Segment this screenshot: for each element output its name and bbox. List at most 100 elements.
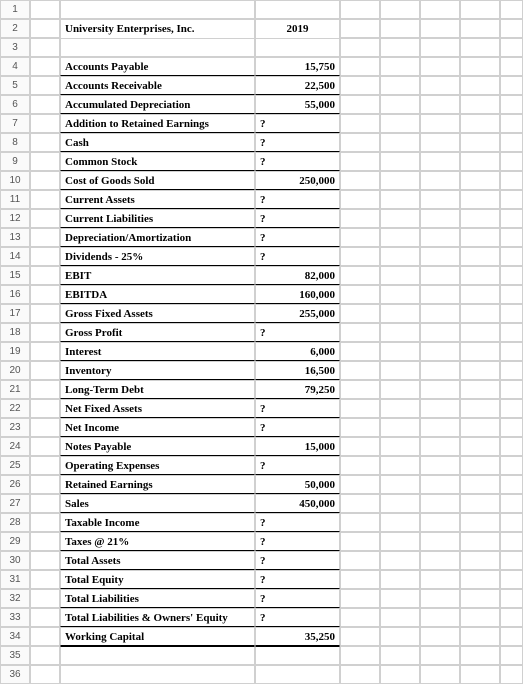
empty-cell — [420, 133, 460, 152]
empty-cell — [500, 0, 523, 19]
empty-cell — [420, 608, 460, 627]
spacer-cell — [30, 38, 60, 57]
line-item-label: Total Liabilities — [60, 589, 255, 608]
empty-cell — [380, 627, 420, 646]
empty-cell — [460, 247, 500, 266]
empty-cell — [380, 399, 420, 418]
spacer-cell — [30, 418, 60, 437]
empty-cell — [460, 380, 500, 399]
empty-cell — [500, 152, 523, 171]
empty-cell — [420, 646, 460, 665]
line-item-value: ? — [255, 323, 340, 342]
row-number: 9 — [0, 152, 30, 171]
empty-cell — [460, 76, 500, 95]
row-number: 3 — [0, 38, 30, 57]
empty-cell — [420, 19, 460, 38]
row-number: 5 — [0, 76, 30, 95]
spacer-cell — [30, 513, 60, 532]
empty-cell — [500, 456, 523, 475]
company-title: University Enterprises, Inc. — [60, 19, 255, 38]
empty-cell — [460, 209, 500, 228]
row-number: 8 — [0, 133, 30, 152]
empty-cell — [340, 247, 380, 266]
empty-cell — [500, 247, 523, 266]
empty-cell — [500, 57, 523, 76]
empty-cell — [340, 475, 380, 494]
empty-cell — [500, 665, 523, 684]
empty-cell — [340, 627, 380, 646]
empty-cell — [380, 95, 420, 114]
row-number: 16 — [0, 285, 30, 304]
empty-cell — [420, 228, 460, 247]
empty-cell — [380, 323, 420, 342]
empty-cell — [460, 38, 500, 57]
row-number: 4 — [0, 57, 30, 76]
line-item-value: ? — [255, 456, 340, 475]
empty-cell — [420, 304, 460, 323]
spacer-cell — [30, 323, 60, 342]
empty-cell — [380, 209, 420, 228]
empty-cell — [420, 475, 460, 494]
empty-cell — [460, 304, 500, 323]
empty-cell — [460, 456, 500, 475]
line-item-label: EBITDA — [60, 285, 255, 304]
spacer-cell — [30, 95, 60, 114]
empty-cell — [380, 114, 420, 133]
empty-cell — [340, 285, 380, 304]
empty-cell — [460, 437, 500, 456]
line-item-label: Notes Payable — [60, 437, 255, 456]
empty-cell — [380, 304, 420, 323]
row-number: 6 — [0, 95, 30, 114]
empty-cell — [380, 76, 420, 95]
empty-cell — [500, 285, 523, 304]
line-item-value: 160,000 — [255, 285, 340, 304]
row-number: 25 — [0, 456, 30, 475]
empty-cell — [420, 551, 460, 570]
line-item-value: 50,000 — [255, 475, 340, 494]
empty-cell — [460, 133, 500, 152]
empty-cell — [60, 665, 255, 684]
empty-cell — [380, 19, 420, 38]
empty-cell — [460, 570, 500, 589]
line-item-label: Inventory — [60, 361, 255, 380]
empty-cell — [255, 0, 340, 19]
empty-cell — [460, 589, 500, 608]
line-item-value: 79,250 — [255, 380, 340, 399]
line-item-label: Gross Fixed Assets — [60, 304, 255, 323]
empty-cell — [500, 589, 523, 608]
empty-cell — [420, 589, 460, 608]
empty-cell — [380, 456, 420, 475]
empty-cell — [380, 494, 420, 513]
empty-cell — [460, 152, 500, 171]
line-item-label: Total Liabilities & Owners' Equity — [60, 608, 255, 627]
spacer-cell — [30, 304, 60, 323]
empty-cell — [380, 380, 420, 399]
empty-cell — [500, 19, 523, 38]
empty-cell — [500, 38, 523, 57]
line-item-label: Interest — [60, 342, 255, 361]
empty-cell — [500, 475, 523, 494]
row-number: 35 — [0, 646, 30, 665]
empty-cell — [500, 266, 523, 285]
row-number: 34 — [0, 627, 30, 646]
empty-cell — [255, 665, 340, 684]
empty-cell — [340, 95, 380, 114]
line-item-label: Total Equity — [60, 570, 255, 589]
row-number: 33 — [0, 608, 30, 627]
empty-cell — [340, 361, 380, 380]
spacer-cell — [30, 551, 60, 570]
line-item-value: 82,000 — [255, 266, 340, 285]
empty-cell — [460, 361, 500, 380]
empty-cell — [380, 475, 420, 494]
year-header: 2019 — [255, 19, 340, 38]
empty-cell — [340, 494, 380, 513]
empty-cell — [460, 665, 500, 684]
spacer-cell — [30, 285, 60, 304]
empty-cell — [460, 646, 500, 665]
empty-cell — [420, 418, 460, 437]
empty-cell — [420, 76, 460, 95]
empty-cell — [340, 665, 380, 684]
spacer-cell — [30, 456, 60, 475]
row-number: 13 — [0, 228, 30, 247]
spacer-cell — [30, 228, 60, 247]
